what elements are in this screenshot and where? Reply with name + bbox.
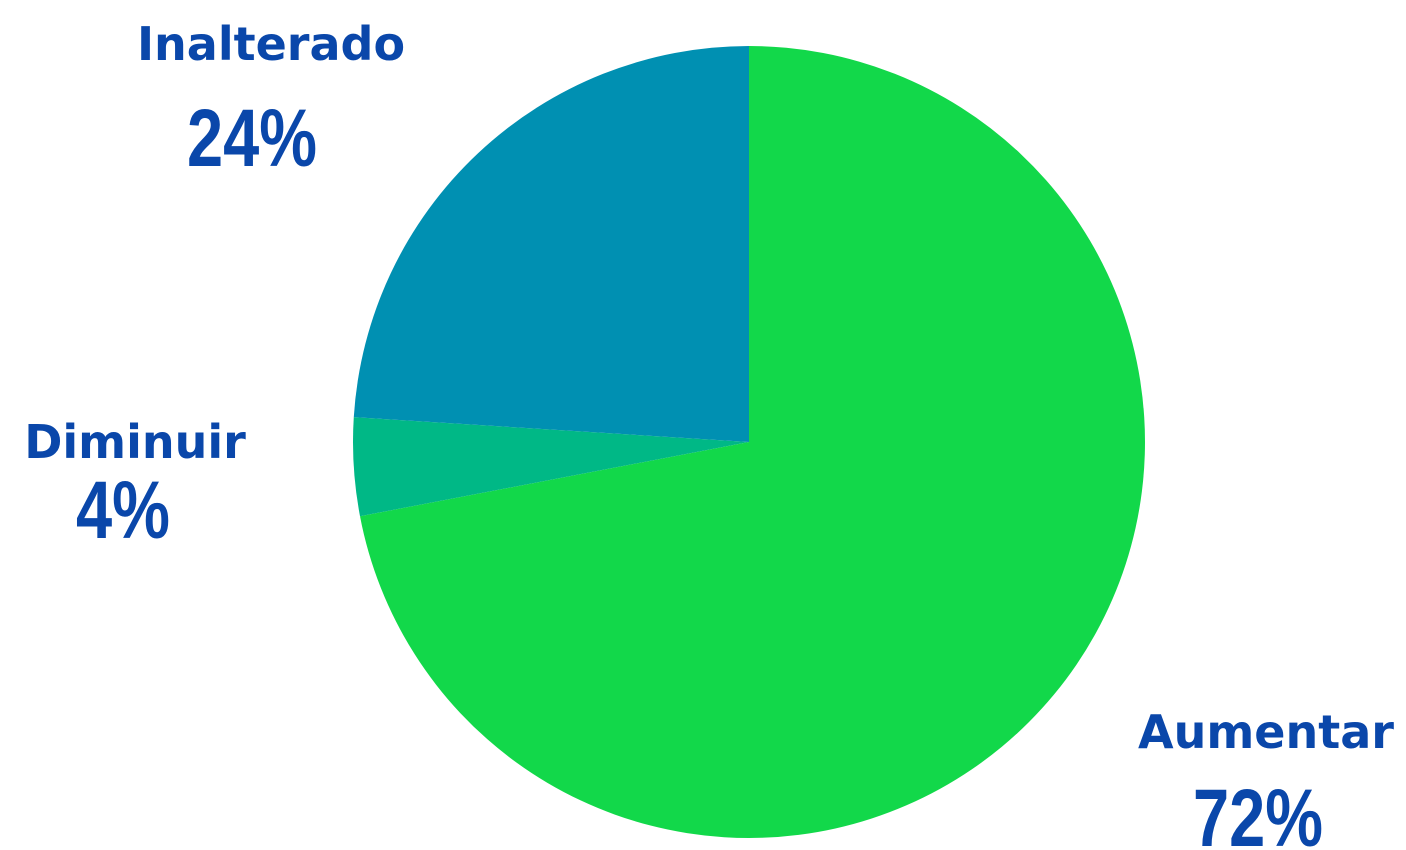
pie-slice-aumentar [360,46,1145,838]
slice-value-aumentar: 72% [1193,773,1323,850]
slice-value-diminuir: 4% [76,465,170,556]
slice-label-diminuir: Diminuir [24,415,246,469]
pie-slices [352,46,1145,838]
slice-label-inalterado: Inalterado [137,17,405,71]
pie-slice-inalterado [353,46,749,442]
pie-slice-diminuir [352,417,749,517]
slice-value-inalterado: 24% [187,93,317,184]
slice-label-aumentar: Aumentar [1138,705,1394,759]
